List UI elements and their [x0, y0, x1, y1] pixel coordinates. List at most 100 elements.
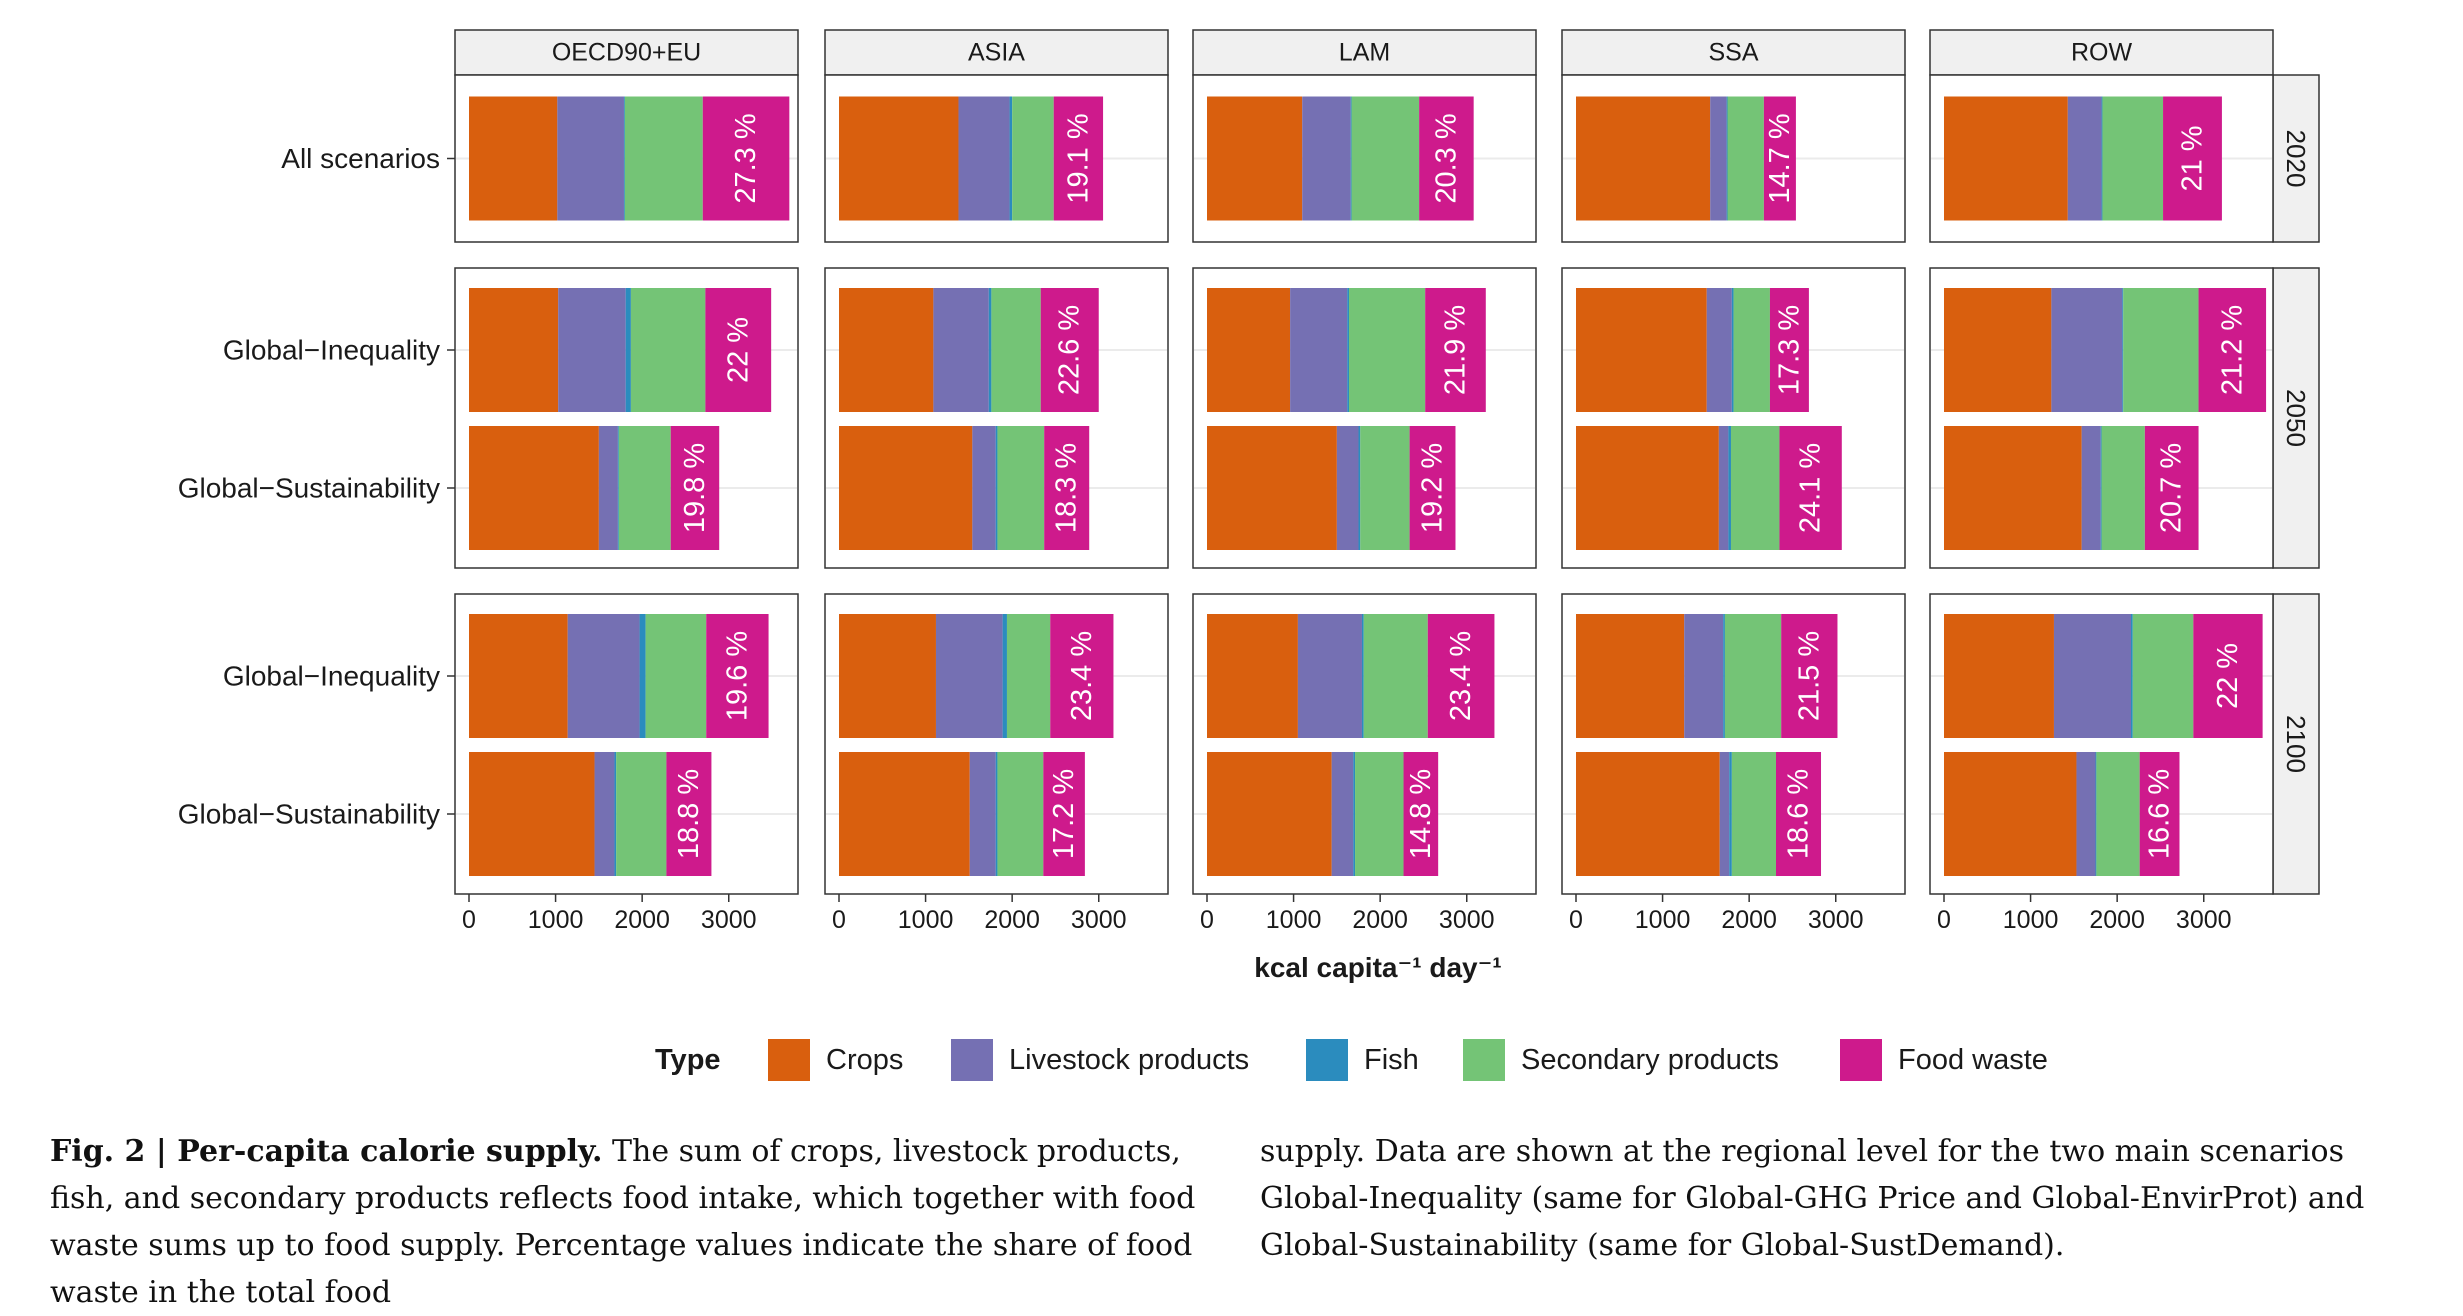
bar-segment-fish [614, 752, 617, 876]
bar-segment-livestock-products [1297, 614, 1362, 738]
bar-segment-secondary-products [1727, 96, 1764, 221]
food-waste-share-label: 14.8 % [1405, 769, 1437, 859]
bar-segment-secondary-products [630, 288, 706, 412]
x-tick-label: 3000 [2176, 906, 2232, 934]
bar-segment-secondary-products [2132, 614, 2194, 738]
bar-segment-food-waste [1427, 614, 1495, 738]
legend-label-food-waste: Food waste [1898, 1044, 2048, 1076]
food-waste-share-label: 21.5 % [1793, 631, 1825, 721]
x-tick-label: 0 [1569, 906, 1583, 934]
bar-segment-livestock-products [558, 288, 626, 412]
bar-segment-livestock-products [1706, 288, 1732, 412]
bar-segment-fish [1731, 288, 1734, 412]
bar-segment-secondary-products [2102, 96, 2164, 221]
facet-strip-2020 [2272, 74, 2320, 243]
bar-segment-food-waste [2163, 96, 2222, 221]
food-waste-share-label: 24.1 % [1795, 443, 1827, 533]
bar-segment-livestock-products [1718, 426, 1729, 550]
bar-segment-livestock-products [1710, 96, 1727, 221]
bar-segment-livestock-products [969, 752, 996, 876]
bar-segment-fish [1728, 426, 1731, 550]
bar-segment-food-waste [670, 426, 720, 550]
bar-segment-crops [839, 96, 959, 221]
bar-segment-secondary-products [1006, 614, 1051, 738]
bar-segment-food-waste [1419, 96, 1474, 221]
bar-segment-crops [1576, 426, 1719, 550]
food-waste-share-label: 17.3 % [1773, 305, 1805, 395]
facet-label-2020: 2020 [2281, 130, 2311, 188]
bar-segment-food-waste [1769, 288, 1809, 412]
bar-segment-livestock-products [557, 96, 624, 221]
y-tick-label-global-inequality: Global−Inequality [223, 335, 440, 366]
bar-segment-food-waste [1044, 426, 1090, 550]
caption-right-column: supply. Data are shown at the regional l… [1260, 1128, 2430, 1269]
bar-segment-fish [1729, 752, 1732, 876]
x-tick-label: 3000 [1439, 906, 1495, 934]
bar-segment-livestock-products [1290, 288, 1348, 412]
bar-segment-crops [469, 96, 558, 221]
bar-segment-secondary-products [1012, 96, 1054, 221]
bar-segment-livestock-products [1684, 614, 1724, 738]
bar-segment-secondary-products [2101, 426, 2145, 550]
x-tick-label: 2000 [984, 906, 1040, 934]
food-waste-share-label: 23.4 % [1066, 631, 1098, 721]
facet-label-2050: 2050 [2281, 389, 2311, 447]
bar-segment-food-waste [666, 752, 712, 876]
bar-segment-food-waste [2144, 426, 2199, 550]
bar-segment-secondary-products [1731, 752, 1776, 876]
bar-segment-fish [639, 614, 646, 738]
caption-left-text: The sum of crops, livestock products, fi… [50, 1134, 1196, 1310]
bar-segment-livestock-products [2067, 96, 2102, 221]
legend-swatch-secondary-products [1463, 1039, 1505, 1081]
bar-segment-livestock-products [2051, 288, 2123, 412]
bar-segment-crops [469, 288, 559, 412]
food-waste-share-label: 18.8 % [673, 769, 705, 859]
bar-segment-fish [623, 96, 625, 221]
panel-title-lam: LAM [1339, 39, 1390, 67]
food-waste-share-label: 22 % [722, 317, 754, 383]
food-waste-share-label: 18.3 % [1051, 443, 1083, 533]
bar-segment-secondary-products [1360, 426, 1410, 550]
bar-segment-crops [1576, 96, 1711, 221]
bar-segment-fish [1361, 614, 1364, 738]
bar-segment-crops [1944, 96, 2068, 221]
food-waste-share-label: 21 % [2176, 125, 2208, 191]
bar-segment-crops [1207, 426, 1337, 550]
bar-segment-secondary-products [616, 752, 667, 876]
bar-segment-food-waste [2193, 614, 2263, 738]
legend-label-fish: Fish [1364, 1044, 1419, 1076]
bar-segment-crops [839, 288, 934, 412]
bar-segment-crops [1944, 426, 2082, 550]
x-tick-label: 2000 [2089, 906, 2145, 934]
bar-segment-food-waste [706, 614, 769, 738]
bar-segment-fish [1009, 96, 1013, 221]
bar-segment-secondary-products [997, 426, 1045, 550]
bar-segment-livestock-products [2081, 426, 2101, 550]
bar-segment-crops [839, 614, 936, 738]
legend-swatch-crops [768, 1039, 810, 1081]
facet-strip-2100 [2272, 593, 2320, 895]
panel-strip-asia [824, 29, 1169, 76]
calorie-supply-chart: 2020 2050 2100 OECD90+EU 27.3 % 22 % 19.8 % 19.… [178, 29, 2320, 1081]
x-axis-title: kcal capita⁻¹ day⁻¹ [1254, 952, 1501, 983]
bar-segment-fish [1358, 426, 1361, 550]
bar-segment-crops [1576, 614, 1685, 738]
food-waste-share-label: 19.8 % [679, 443, 711, 533]
bar-segment-livestock-products [935, 614, 1003, 738]
food-waste-share-label: 16.6 % [2144, 769, 2176, 859]
bar-segment-livestock-products [567, 614, 640, 738]
bar-segment-secondary-products [1724, 614, 1782, 738]
legend-title: Type [655, 1044, 721, 1076]
bar-segment-food-waste [1409, 426, 1456, 550]
bar-segment-crops [1576, 288, 1707, 412]
x-tick-label: 3000 [701, 906, 757, 934]
x-tick-label: 2000 [1352, 906, 1408, 934]
bar-segment-crops [1207, 288, 1291, 412]
bar-segment-secondary-products [2123, 288, 2199, 412]
bar-segment-secondary-products [991, 288, 1041, 412]
bar-segment-crops [1944, 614, 2054, 738]
food-waste-share-label: 18.6 % [1783, 769, 1815, 859]
bar-segment-fish [2101, 96, 2103, 221]
food-waste-share-label: 27.3 % [730, 113, 762, 203]
legend-swatch-food-waste [1840, 1039, 1882, 1081]
